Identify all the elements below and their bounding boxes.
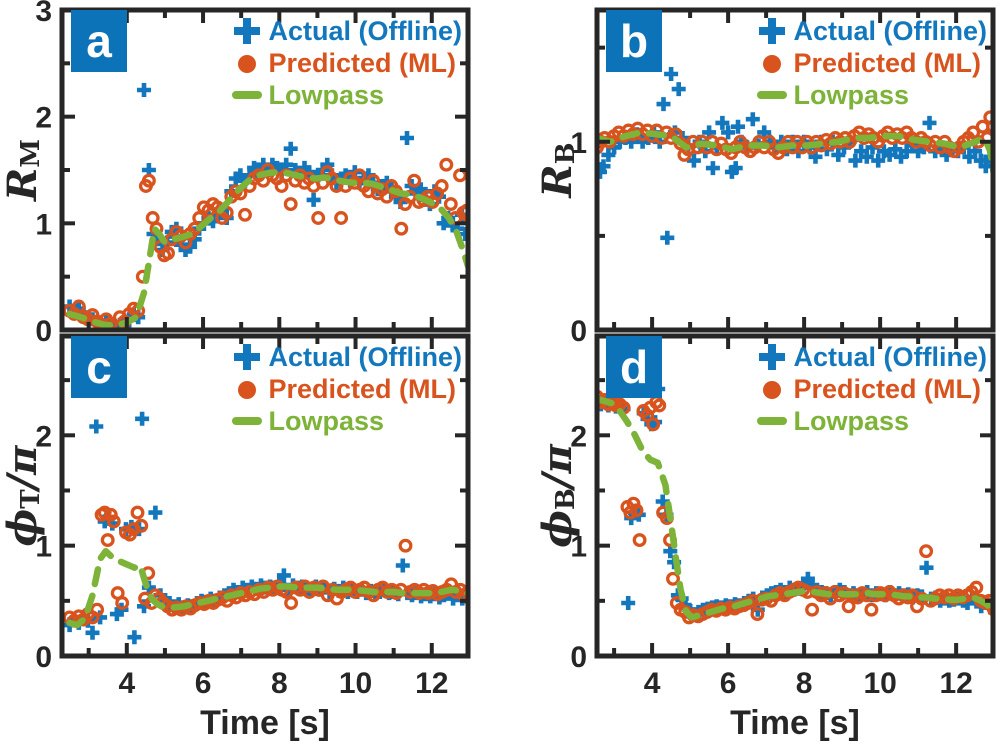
- y-tick-label: 2: [35, 102, 52, 135]
- y-tick-label: 2: [35, 420, 52, 453]
- series-predicted-markers: [64, 157, 466, 328]
- x-tick-label: 6: [195, 667, 212, 700]
- y-tick-label: 2: [570, 420, 587, 453]
- series-actual-markers: [64, 83, 466, 328]
- y-tick-label: 1: [570, 531, 587, 564]
- panel-c-data: [64, 411, 466, 645]
- y-tick-label: 0: [570, 315, 587, 348]
- x-tick-label: 4: [118, 667, 135, 700]
- axes-frame-b: [594, 7, 996, 333]
- series-lowpass-line: [66, 168, 466, 328]
- x-tick-label: 12: [415, 667, 448, 700]
- y-tick-label: 0: [35, 641, 52, 674]
- series-lowpass-line: [599, 129, 991, 177]
- series-lowpass-line: [599, 396, 991, 621]
- y-tick-label: 1: [570, 127, 587, 160]
- x-tick-label: 4: [644, 667, 661, 700]
- y-tick-label: 3: [35, 0, 52, 28]
- y-tick-label: 1: [35, 531, 52, 564]
- y-tick-label: 1: [35, 208, 52, 241]
- axes-frame-a: [59, 7, 471, 333]
- y-tick-label: 0: [35, 315, 52, 348]
- x-tick-label: 6: [720, 667, 737, 700]
- panel-b-data: [599, 67, 991, 245]
- series-actual-markers: [599, 67, 991, 245]
- panel-a-data: [64, 83, 466, 328]
- x-tick-label: 10: [339, 667, 372, 700]
- axes-frame-c: [59, 333, 471, 659]
- tick-marks-b: [598, 11, 992, 332]
- y-tick-label: 0: [570, 641, 587, 674]
- x-tick-label: 8: [271, 667, 288, 700]
- x-tick-label: 8: [796, 667, 813, 700]
- tick-marks-a: [63, 8, 467, 332]
- panel-d-data: [599, 382, 991, 625]
- series-lowpass-line: [66, 547, 466, 629]
- axes-frame-d: [594, 333, 996, 659]
- x-tick-label: 10: [863, 667, 896, 700]
- x-tick-label: 12: [939, 667, 972, 700]
